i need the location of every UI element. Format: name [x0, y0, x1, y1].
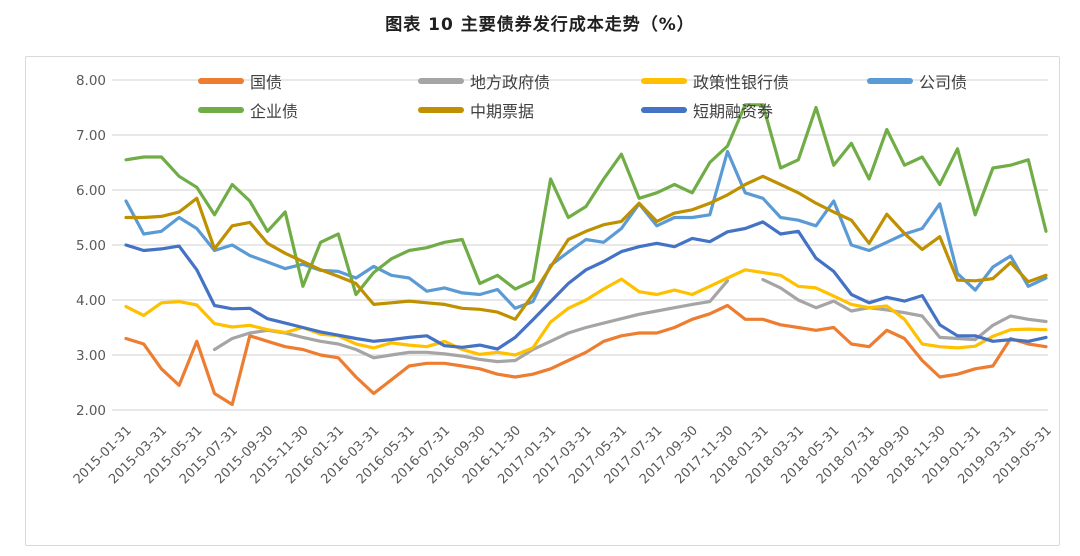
legend-item: 地方政府债: [418, 70, 550, 92]
chart-legend: 国债 地方政府债 政策性银行债 公司债企业债 中期票据 短期融资券: [26, 57, 1059, 137]
legend-item: 短期融资券: [641, 99, 773, 121]
y-axis-tick-label: 6.00: [76, 183, 106, 199]
legend-swatch: [867, 78, 913, 84]
legend-swatch: [198, 107, 244, 113]
legend-item: 企业债: [198, 99, 298, 121]
y-axis-tick-label: 8.00: [76, 73, 106, 89]
legend-label: 政策性银行债: [693, 73, 790, 92]
legend-swatch: [418, 78, 464, 84]
legend-swatch: [641, 107, 687, 113]
legend-item: 中期票据: [418, 99, 534, 121]
legend-swatch: [641, 78, 687, 84]
legend-label: 中期票据: [470, 102, 535, 121]
y-axis-tick-label: 4.00: [76, 293, 106, 309]
series-line-公司债: [124, 149, 1048, 310]
legend-label: 公司债: [919, 73, 968, 92]
y-axis-tick-label: 5.00: [76, 238, 106, 254]
legend-swatch: [418, 107, 464, 113]
legend-label: 企业债: [250, 102, 299, 121]
series-line-国债: [124, 303, 1048, 407]
chart-card: 8.00 7.00 6.00 5.00 4.00 3.00 2.00 2015-01-31 20…: [25, 56, 1060, 546]
page-title: 图表 10 主要债券发行成本走势（%）: [385, 15, 695, 35]
legend-label: 短期融资券: [693, 102, 774, 121]
series-line-政策性银行债: [124, 268, 1048, 357]
series-line-短期融资券: [124, 220, 1048, 351]
y-axis-tick-label: 3.00: [76, 348, 106, 364]
series-line-企业债: [124, 103, 1048, 297]
y-axis-tick-label: 7.00: [76, 128, 106, 144]
series-line-地方政府债: [212, 278, 1048, 364]
legend-label: 国债: [250, 73, 283, 92]
legend-label: 地方政府债: [470, 73, 551, 92]
legend-item: 国债: [198, 70, 282, 92]
legend-item: 公司债: [867, 70, 967, 92]
y-axis-tick-label: 2.00: [76, 403, 106, 419]
legend-item: 政策性银行债: [641, 70, 789, 92]
legend-swatch: [198, 78, 244, 84]
line-chart: 8.007.006.005.004.003.002.002015-01-3120…: [71, 73, 1055, 487]
series-line-中期票据: [124, 174, 1048, 321]
